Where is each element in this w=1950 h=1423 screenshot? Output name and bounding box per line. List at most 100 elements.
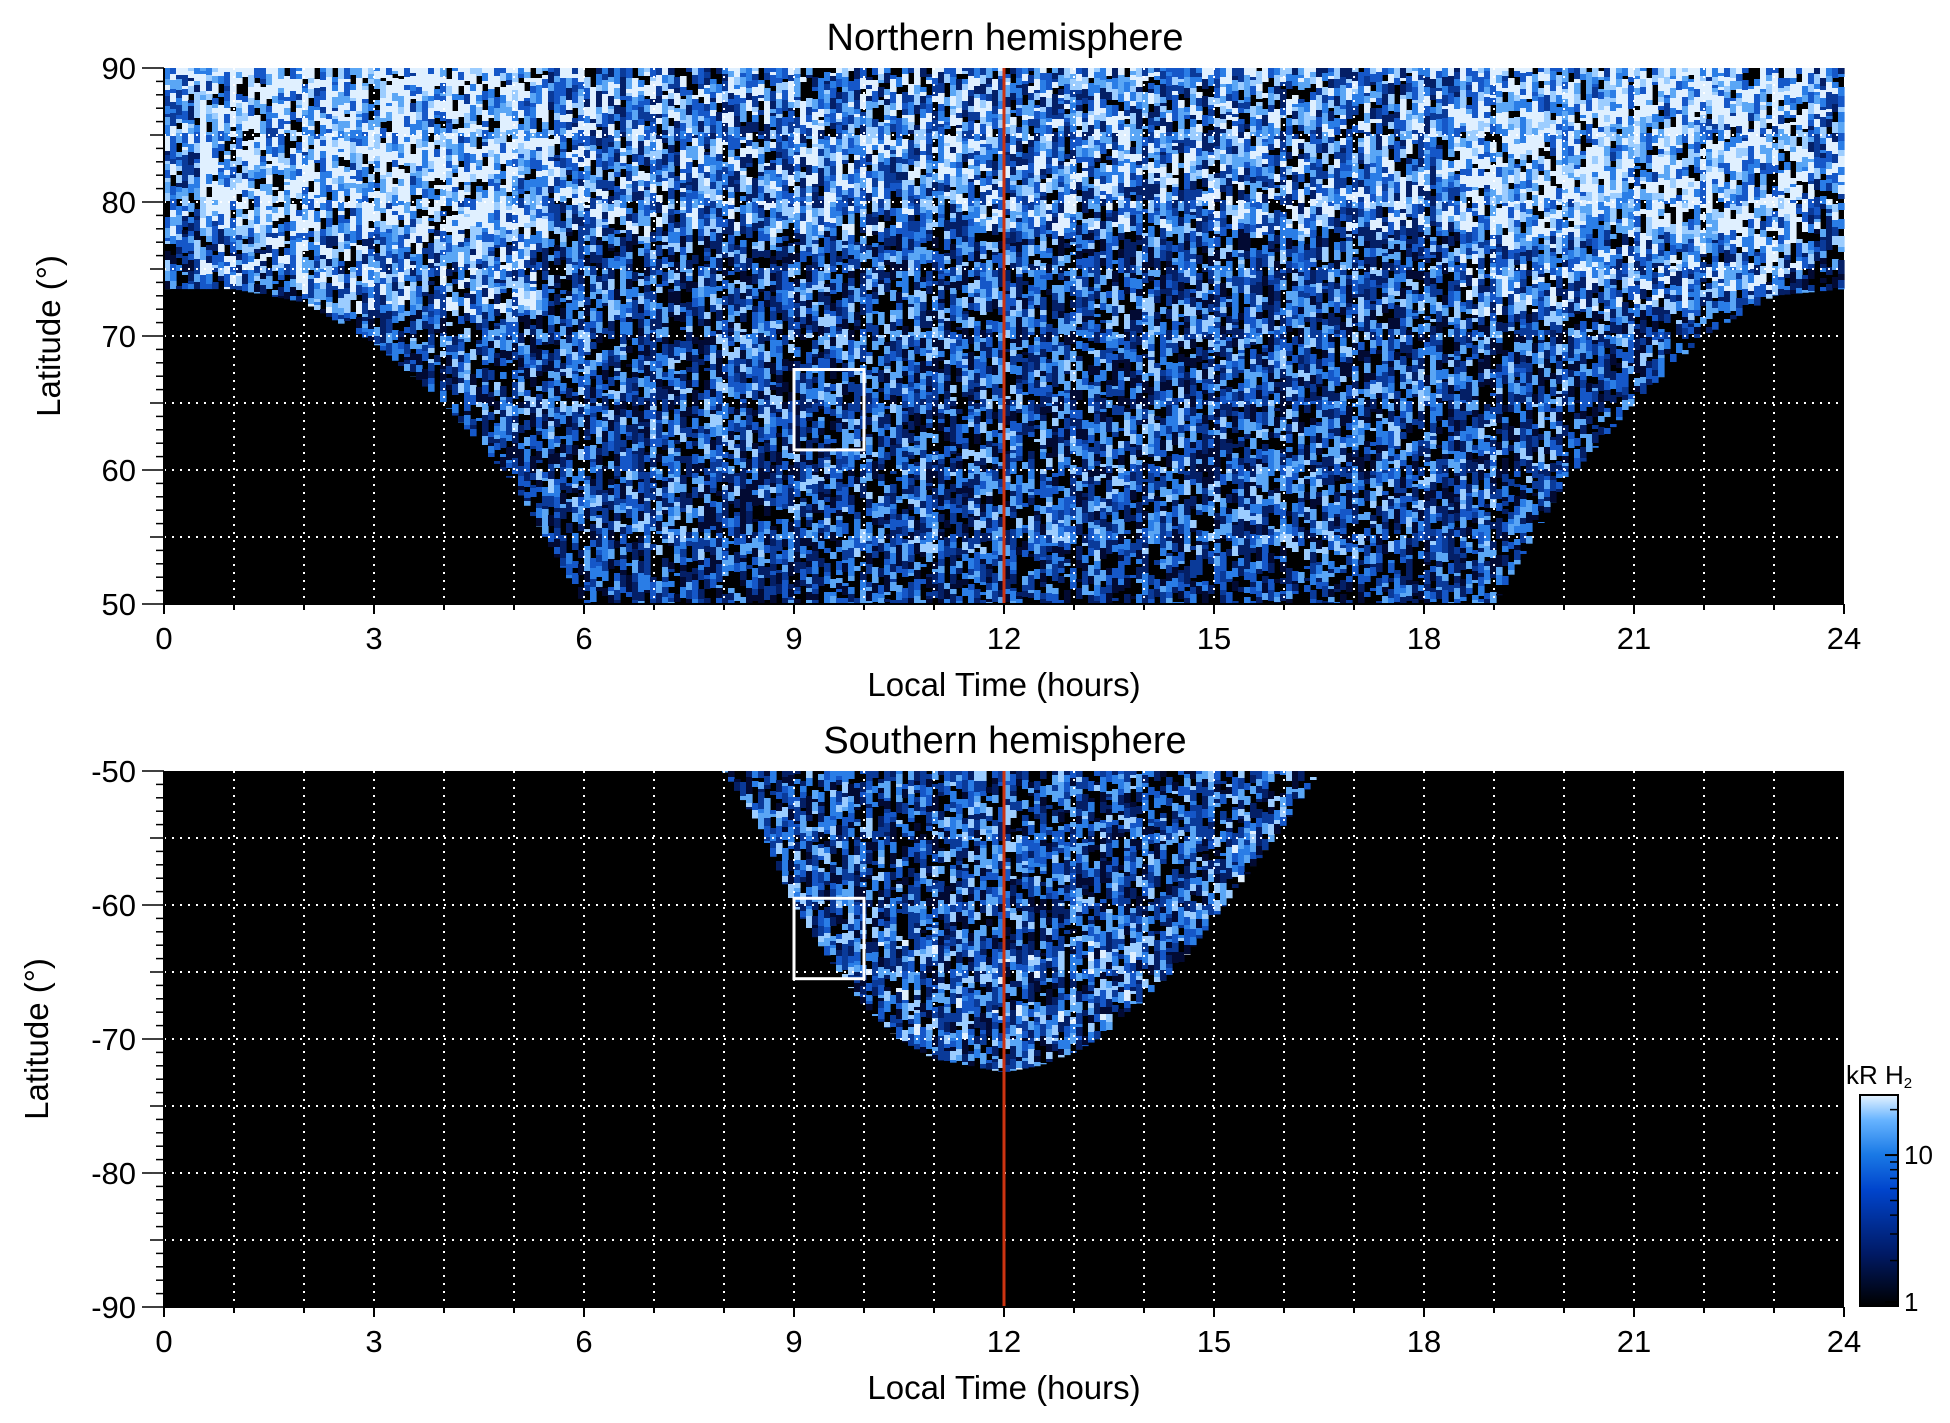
heatmap-cell [218, 93, 225, 97]
heatmap-cell [734, 280, 741, 284]
heatmap-cell [686, 501, 693, 505]
heatmap-cell [500, 325, 507, 329]
heatmap-cell [746, 339, 753, 348]
heatmap-cell [710, 440, 717, 450]
heatmap-cell [698, 484, 705, 489]
heatmap-cell [578, 471, 585, 481]
heatmap-cell [776, 271, 783, 281]
heatmap-cell [626, 459, 633, 465]
heatmap-cell [536, 329, 543, 339]
heatmap-cell [740, 271, 747, 282]
heatmap-cell [638, 141, 645, 151]
heatmap-cell [656, 469, 663, 474]
heatmap-cell [728, 228, 735, 235]
heatmap-cell [776, 187, 783, 191]
heatmap-cell [716, 522, 723, 533]
heatmap-cell [680, 565, 687, 571]
heatmap-cell [608, 350, 615, 356]
heatmap-cell [782, 305, 789, 310]
heatmap-cell [716, 491, 723, 496]
heatmap-cell [644, 376, 651, 387]
heatmap-cell [716, 467, 723, 471]
heatmap-cell [734, 499, 741, 508]
heatmap-cell [782, 310, 789, 321]
heatmap-cell [446, 139, 453, 149]
heatmap-cell [644, 146, 651, 154]
heatmap-cell [344, 68, 351, 76]
heatmap-cell [350, 235, 357, 243]
heatmap-cell [572, 123, 579, 127]
heatmap-cell [296, 233, 303, 238]
heatmap-cell [266, 164, 273, 168]
heatmap-cell [788, 243, 795, 246]
heatmap-cell [248, 220, 255, 228]
heatmap-cell [308, 242, 315, 250]
heatmap-cell [752, 430, 759, 433]
heatmap-cell [596, 180, 603, 189]
heatmap-cell [770, 72, 777, 75]
heatmap-cell [566, 205, 573, 210]
heatmap-cell [626, 195, 633, 202]
heatmap-cell [608, 248, 615, 251]
heatmap-cell [680, 188, 687, 192]
heatmap-cell [200, 166, 207, 177]
heatmap-cell [200, 68, 207, 71]
heatmap-cell [482, 312, 489, 319]
heatmap-cell [170, 271, 177, 281]
heatmap-cell [590, 100, 597, 108]
heatmap-cell [572, 300, 579, 310]
heatmap-cell [782, 246, 789, 257]
heatmap-cell [704, 252, 711, 256]
heatmap-cell [332, 124, 339, 131]
heatmap-cell [680, 498, 687, 508]
heatmap-cell [758, 193, 765, 201]
heatmap-cell [314, 139, 321, 150]
heatmap-cell [344, 180, 351, 183]
heatmap-cell [632, 489, 639, 492]
heatmap-cell [398, 205, 405, 215]
heatmap-cell [512, 289, 519, 293]
heatmap-cell [548, 479, 555, 486]
heatmap-cell [716, 330, 723, 334]
heatmap-cell [710, 547, 717, 552]
heatmap-cell [560, 415, 567, 424]
heatmap-cell [626, 141, 633, 146]
heatmap-cell [572, 150, 579, 154]
heatmap-cell [770, 198, 777, 203]
heatmap-cell [416, 270, 423, 275]
heatmap-cell [284, 158, 291, 165]
heatmap-cell [806, 196, 813, 202]
heatmap-cell [770, 417, 777, 427]
heatmap-cell [728, 164, 735, 171]
heatmap-cell [584, 123, 591, 126]
heatmap-cell [242, 204, 249, 209]
heatmap-cell [362, 321, 369, 324]
heatmap-cell [182, 216, 189, 221]
heatmap-cell [614, 484, 621, 487]
heatmap-cell [776, 402, 783, 409]
heatmap-cell [440, 128, 447, 133]
heatmap-cell [680, 370, 687, 374]
heatmap-cell [440, 189, 447, 196]
heatmap-cell [578, 506, 585, 514]
heatmap-cell [794, 308, 801, 312]
heatmap-cell [290, 296, 297, 300]
heatmap-cell [740, 462, 747, 468]
heatmap-cell [794, 133, 801, 144]
heatmap-cell [806, 408, 813, 413]
heatmap-cell [296, 68, 303, 71]
heatmap-cell [404, 311, 411, 316]
heatmap-cell [338, 152, 345, 157]
heatmap-cell [362, 231, 369, 239]
heatmap-cell [662, 205, 669, 213]
heatmap-cell [218, 247, 225, 252]
heatmap-cell [542, 421, 549, 429]
heatmap-cell [584, 399, 591, 404]
heatmap-cell [596, 550, 603, 555]
heatmap-cell [230, 253, 237, 256]
heatmap-cell [572, 163, 579, 171]
heatmap-cell [464, 278, 471, 282]
heatmap-cell [194, 231, 201, 240]
heatmap-cell [332, 116, 339, 119]
heatmap-cell [560, 78, 567, 85]
